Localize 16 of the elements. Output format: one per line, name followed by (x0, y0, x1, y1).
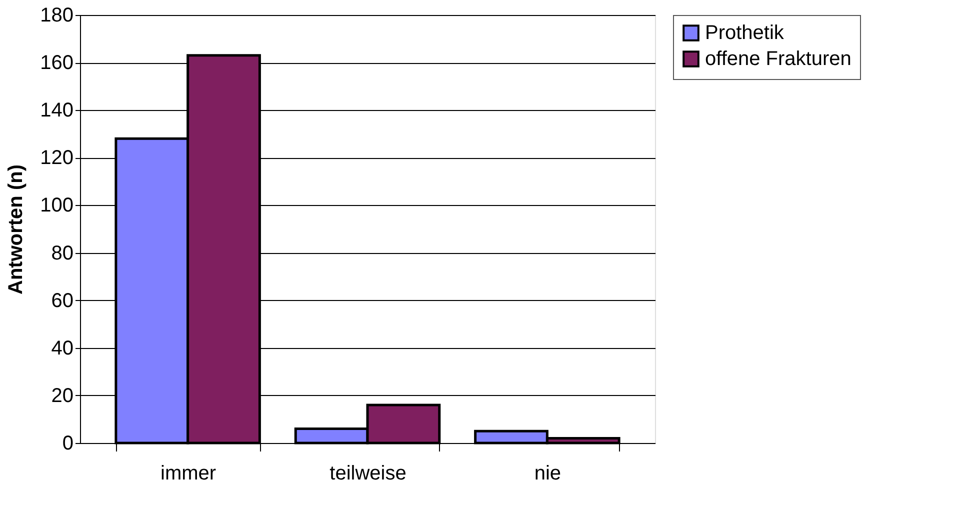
y-tick-label: 40 (51, 337, 74, 360)
y-tick-label: 160 (40, 52, 74, 74)
y-tick-label: 20 (51, 384, 74, 407)
x-tick-label: teilweise (330, 462, 406, 484)
y-tick-label: 120 (40, 147, 74, 170)
y-tick-label: 140 (40, 100, 74, 122)
y-tick-label: 80 (51, 242, 74, 264)
y-tick-label: 100 (40, 194, 74, 217)
legend-label: offene Frakturen (705, 48, 852, 70)
legend-label: Prothetik (705, 22, 785, 44)
y-axis-title: Antworten (n) (5, 164, 28, 294)
y-tick-label: 0 (62, 432, 74, 454)
x-tick-label: immer (160, 462, 216, 484)
y-tick-label: 60 (51, 290, 74, 312)
y-tick-label: 180 (40, 4, 74, 26)
x-tick-label: nie (534, 462, 562, 484)
